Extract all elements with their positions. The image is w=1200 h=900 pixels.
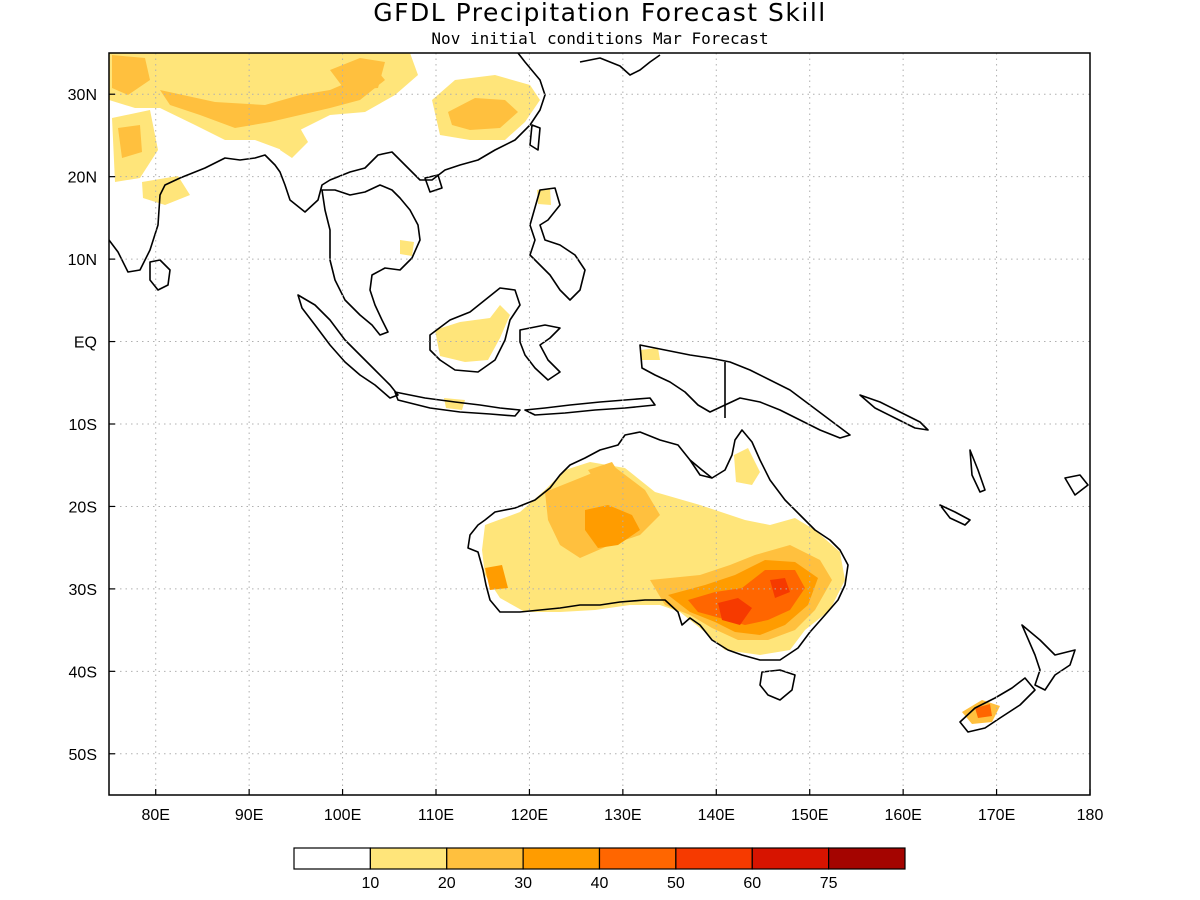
colorbar-label: 50 <box>667 875 685 892</box>
colorbar-label: 60 <box>743 875 761 892</box>
lon-tick-label: 130E <box>604 807 641 824</box>
skill-area-se-australia-peak <box>718 598 752 625</box>
skill-shading-layer <box>109 53 1000 724</box>
coast-asia-mainland <box>109 53 546 273</box>
lon-tick-label: 140E <box>698 807 735 824</box>
colorbar-swatch <box>293 847 371 870</box>
coast-indochina <box>321 184 421 336</box>
coast-australia <box>467 429 849 661</box>
lon-tick-label: 170E <box>978 807 1015 824</box>
colorbar-label: 30 <box>514 875 532 892</box>
coast-sri-lanka <box>149 259 171 291</box>
lon-tick-label: 90E <box>235 807 263 824</box>
lon-tick-label: 110E <box>418 807 454 824</box>
coast-solomon <box>859 394 929 431</box>
skill-area-java <box>444 398 465 410</box>
coast-philippines <box>529 187 586 301</box>
skill-area-central-india <box>142 176 190 205</box>
skill-area-nsw-peak <box>770 578 790 598</box>
lon-tick-label: 100E <box>324 807 361 824</box>
coastline-layer <box>109 53 1089 733</box>
lat-tick-label: 20N <box>68 170 97 187</box>
skill-area-pakistan <box>112 55 150 95</box>
colorbar: 10 20 30 40 50 60 75 <box>293 847 906 892</box>
colorbar-label: 10 <box>361 875 379 892</box>
coast-vanuatu <box>969 449 986 493</box>
skill-area-central-west <box>585 505 640 548</box>
skill-area-himalaya-core <box>160 62 385 128</box>
colorbar-label: 20 <box>438 875 456 892</box>
coast-japan-fragment <box>579 54 661 76</box>
coast-tasmania <box>759 669 796 701</box>
map-subtitle: Nov initial conditions Mar Forecast <box>431 29 769 48</box>
skill-area-borneo <box>435 305 510 362</box>
skill-area-east-china <box>280 128 308 158</box>
coast-gulf-carpentaria <box>689 459 713 479</box>
colorbar-swatch <box>751 847 830 870</box>
colorbar-swatch <box>675 847 753 870</box>
coast-taiwan <box>529 124 541 151</box>
colorbar-label: 75 <box>820 875 838 892</box>
colorbar-swatch <box>828 847 906 870</box>
lat-tick-label: 50S <box>69 747 97 764</box>
skill-area-cape-york <box>734 448 760 485</box>
lat-tick-label: 10N <box>68 252 97 269</box>
coast-java <box>394 391 521 417</box>
lon-tick-label: 80E <box>141 807 169 824</box>
coast-new-caledonia <box>939 504 971 526</box>
axis-labels: 80E 90E 100E 110E 120E 130E 140E 150E 160E 170E 18… <box>68 87 1104 824</box>
grid-layer <box>109 53 1090 795</box>
map-title: GFDL Precipitation Forecast Skill <box>373 0 827 27</box>
lat-tick-label: 40S <box>69 664 97 681</box>
lon-tick-label: 160E <box>884 807 921 824</box>
coast-borneo <box>429 287 521 373</box>
skill-area-new-guinea <box>640 348 660 360</box>
skill-area-new-zealand-core <box>975 704 992 718</box>
colorbar-swatch <box>446 847 524 870</box>
skill-area-tibet <box>330 58 385 90</box>
lat-tick-label: 30S <box>69 582 97 599</box>
coast-new-zealand-north <box>1021 624 1076 691</box>
lon-tick-label: 180 <box>1077 807 1104 824</box>
lat-tick-label: 20S <box>69 499 97 516</box>
coast-sulawesi <box>519 324 561 381</box>
skill-area-west-india-core <box>118 125 142 158</box>
colorbar-swatch <box>522 847 601 870</box>
lat-tick-label: 10S <box>69 417 97 434</box>
lon-tick-label: 120E <box>511 807 548 824</box>
skill-area-south-china-core <box>448 98 518 130</box>
coast-new-guinea <box>639 344 851 439</box>
coast-hainan <box>424 174 443 193</box>
coast-nusa-tenggara <box>524 397 656 416</box>
coast-sumatra <box>297 294 399 399</box>
skill-area-west-coast <box>485 565 508 590</box>
colorbar-swatch <box>598 847 677 870</box>
coast-new-zealand-south <box>959 677 1036 733</box>
lat-tick-label: 30N <box>68 87 97 104</box>
skill-area-kimberley <box>588 462 622 488</box>
lat-tick-label: EQ <box>74 335 97 352</box>
colorbar-swatch <box>369 847 448 870</box>
skill-area-luzon <box>537 188 551 205</box>
colorbar-label: 40 <box>591 875 609 892</box>
lon-tick-label: 150E <box>791 807 828 824</box>
coast-fiji <box>1064 474 1089 496</box>
skill-area-vietnam <box>400 240 414 256</box>
